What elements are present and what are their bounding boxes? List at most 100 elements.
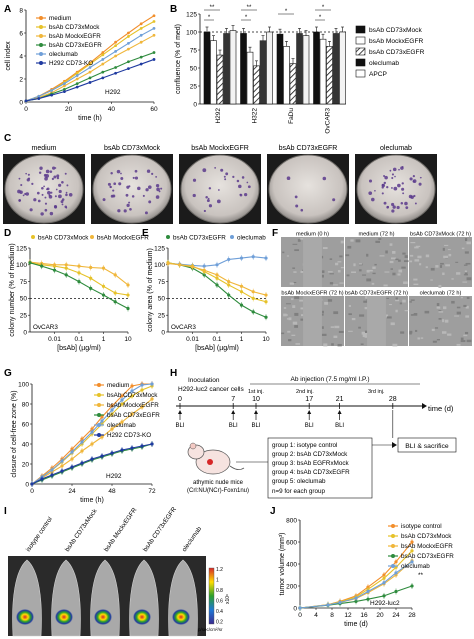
micrograph-texture [438, 311, 444, 313]
colony-dot [20, 183, 23, 187]
colony-dot [381, 183, 384, 187]
micrograph-texture [340, 240, 344, 244]
data-point-bsab-cd73xmock [101, 284, 106, 288]
timeline-day: 21 [336, 396, 344, 403]
micrograph-texture [464, 251, 469, 254]
colony-dot [129, 207, 132, 211]
colony-dot [247, 185, 251, 189]
micrograph-texture [359, 269, 362, 272]
significance-marker: * [319, 15, 322, 21]
data-point-oleclumab [120, 398, 124, 402]
bar-bsab-cd73xmock [276, 33, 284, 105]
bar-apcp [229, 30, 237, 105]
data-point-oleclumab [126, 41, 130, 45]
micrograph-caption-bg [409, 288, 472, 296]
panel-i-bli-images: isotype control bsAb CD73xMock bsAb MockxE… [8, 505, 231, 637]
micrograph-texture [329, 282, 334, 285]
panel-h-schema: Ab injection (7.5 mg/ml I.P.) Inoculatio… [175, 376, 457, 499]
bli-arrowhead [307, 410, 312, 414]
colony-dot [156, 187, 160, 192]
y-tick-label: 0 [193, 101, 197, 108]
colony-dot [368, 191, 373, 196]
micrograph-texture [413, 312, 418, 316]
timeline-day: 17 [305, 396, 313, 403]
colony-dot [383, 181, 387, 185]
y-axis-label: tumor volume (mm³) [279, 532, 286, 595]
colorscale-tick: 0.4 [216, 609, 223, 615]
plate-label-oleclumab: oleclumab [380, 145, 412, 152]
colony-dot [116, 169, 121, 174]
legend-label-oleclumab: oleclumab [237, 235, 266, 242]
bli-arrowhead [231, 410, 236, 414]
legend-marker [166, 235, 170, 239]
micrograph-caption-bg [345, 288, 408, 296]
legend-label-bsab-cd73xegfr: bsAb CD73xEGFR [173, 235, 226, 242]
data-point-isotype-control [410, 540, 414, 544]
data-point-oleclumab [110, 408, 114, 412]
data-point-h292-cd73-ko [30, 482, 34, 486]
colony-dot [155, 175, 158, 178]
data-point-bsab-mockxegfr [139, 40, 143, 44]
end-box [397, 437, 457, 453]
annotation-e-cellline: OvCAR3 [171, 324, 196, 331]
colony-dot [44, 202, 48, 205]
data-point-bsab-cd73xegfr [63, 87, 66, 91]
x-tick-label: 0 [30, 488, 34, 495]
x-tick-label: 0.01 [186, 336, 199, 343]
colony-dot [214, 166, 217, 169]
annotation-j-significance: ** [418, 572, 424, 579]
data-point-oleclumab [215, 263, 219, 267]
colony-dot [246, 181, 249, 184]
y-tick-label: 100 [154, 262, 165, 269]
series-line-bsab-cd73xegfr [29, 262, 129, 309]
colony-dot [412, 175, 415, 178]
colony-dot [44, 196, 47, 199]
colony-dot [412, 179, 417, 183]
micrograph-texture [366, 278, 372, 282]
micrograph-texture [436, 338, 440, 341]
x-tick-label: 10 [124, 336, 132, 343]
micrograph-texture [291, 334, 296, 337]
data-point-bsab-mockxegfr [126, 47, 130, 51]
micrograph-texture [360, 343, 364, 345]
data-point-bsab-cd73xegfr [410, 584, 414, 588]
bar-bsab-cd73xegfr [253, 65, 260, 105]
colony-dot [155, 195, 160, 199]
micrograph-texture [436, 306, 441, 309]
micrograph-caption: medium (0 h) [296, 231, 329, 237]
micrograph-texture [388, 303, 392, 306]
micrograph-texture [445, 264, 450, 267]
micrograph-texture [417, 255, 422, 259]
chart-b-confluence: 0 25 50 75 100 125 confluence (% of med) H292 H3… [175, 5, 425, 134]
colony-dot [286, 176, 291, 181]
mouse-label-bsab-cd73xegfr: bsAb CD73xEGFR [142, 505, 178, 553]
group-n: n=9 for each group [272, 488, 326, 495]
bioluminescence-signal [55, 609, 73, 625]
colony-dot [137, 186, 141, 191]
micrograph-texture [425, 266, 428, 269]
colony-dot [202, 168, 207, 173]
micrograph-texture [466, 277, 472, 281]
micrograph-texture [339, 255, 343, 258]
micrograph-texture [463, 264, 468, 266]
data-point-oleclumab [37, 94, 41, 98]
data-point-medium [120, 394, 124, 398]
data-point-bsab-cd73xegfr [89, 286, 93, 290]
micrograph-texture [435, 265, 439, 268]
data-point-bsab-mockxegfr [178, 263, 182, 267]
timeline-day: 0 [178, 396, 182, 403]
micrograph-texture [398, 269, 403, 273]
colony-dot [118, 182, 122, 186]
x-tick-label: 0 [298, 612, 302, 619]
colony-dot [205, 196, 208, 199]
colony-dot [383, 175, 386, 178]
legend-marker [391, 544, 395, 548]
data-point-bsab-cd73xmock [120, 402, 124, 406]
y-tick-label: 2 [19, 76, 23, 83]
colony-dot [56, 176, 60, 180]
micrograph-texture [464, 272, 468, 276]
y-tick-label: 25 [190, 83, 198, 90]
micrograph-texture [285, 303, 291, 305]
bli-arrowhead [337, 410, 342, 414]
group-5: group 5: oleclumab [272, 478, 326, 485]
